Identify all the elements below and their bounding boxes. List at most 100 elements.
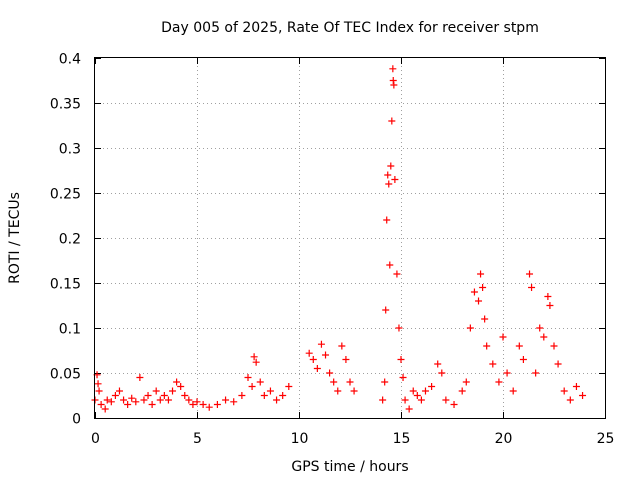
- data-point: [230, 398, 238, 406]
- data-point: [94, 380, 102, 388]
- data-point: [384, 171, 392, 179]
- data-point: [395, 324, 403, 332]
- data-point: [148, 401, 156, 408]
- data-point: [515, 342, 523, 350]
- data-point: [326, 369, 334, 377]
- data-point: [528, 284, 536, 291]
- y-tick-label: 0.15: [50, 277, 81, 293]
- data-point: [260, 392, 268, 399]
- data-point: [266, 387, 274, 395]
- data-point: [579, 392, 587, 399]
- data-point: [401, 396, 409, 404]
- data-point: [519, 356, 527, 363]
- data-point: [428, 383, 436, 390]
- data-point: [421, 387, 429, 395]
- data-point: [309, 356, 317, 363]
- data-point: [458, 387, 466, 395]
- data-point: [383, 216, 391, 224]
- y-tick-label: 0.2: [59, 232, 81, 248]
- data-point: [95, 387, 103, 395]
- data-point: [409, 387, 417, 395]
- data-point: [101, 405, 109, 413]
- data-point: [390, 81, 398, 89]
- data-point: [111, 392, 119, 399]
- y-tick-label: 0.35: [50, 97, 81, 113]
- data-point: [499, 333, 507, 341]
- x-tick-label: 20: [495, 431, 513, 447]
- data-point: [124, 401, 132, 408]
- data-point: [399, 374, 407, 381]
- data-point: [477, 270, 485, 278]
- data-point: [238, 392, 246, 399]
- data-point: [317, 340, 325, 348]
- data-point: [273, 396, 281, 404]
- y-tick-label: 0.25: [50, 187, 81, 203]
- data-point: [305, 349, 313, 357]
- data-point: [115, 387, 123, 395]
- x-tick-label: 10: [291, 431, 309, 447]
- data-point: [483, 342, 491, 350]
- data-point: [169, 387, 177, 395]
- data-point: [120, 396, 128, 404]
- data-point: [136, 374, 144, 381]
- data-point: [386, 261, 394, 269]
- y-tick-label: 0.3: [59, 142, 81, 158]
- data-point: [385, 180, 393, 188]
- data-point: [107, 398, 115, 406]
- data-point: [189, 401, 197, 408]
- data-point: [244, 374, 252, 381]
- data-point: [495, 378, 503, 386]
- grid: [95, 58, 605, 418]
- data-point: [346, 378, 354, 386]
- data-point: [185, 396, 193, 404]
- data-point: [393, 270, 401, 278]
- data-point: [466, 324, 474, 332]
- data-point: [462, 378, 470, 386]
- y-tick-label: 0: [72, 412, 81, 428]
- data-point: [285, 383, 293, 390]
- axis-ticks: [95, 58, 606, 419]
- data-point: [322, 351, 330, 359]
- data-point: [152, 387, 160, 395]
- data-point: [252, 358, 260, 366]
- data-point: [379, 396, 387, 404]
- data-point: [417, 396, 425, 404]
- data-point: [532, 369, 540, 377]
- data-point: [382, 306, 390, 314]
- data-point: [438, 369, 446, 377]
- y-tick-label: 0.1: [59, 322, 81, 338]
- x-tick-label: 0: [91, 431, 100, 447]
- data-point: [526, 270, 534, 278]
- data-point: [160, 392, 168, 399]
- data-point: [475, 297, 483, 305]
- data-point: [388, 117, 396, 125]
- data-point: [550, 342, 558, 350]
- data-point: [566, 396, 574, 404]
- data-point: [434, 360, 442, 368]
- data-point: [450, 401, 458, 408]
- data-point: [544, 293, 552, 300]
- x-tick-labels: 0 5 10 15 20 25: [91, 431, 614, 447]
- data-point: [213, 401, 221, 408]
- data-point: [334, 387, 342, 395]
- y-axis-label: ROTI / TECUs: [7, 192, 23, 284]
- data-point: [413, 392, 421, 399]
- data-point: [164, 396, 172, 404]
- data-point: [222, 396, 230, 404]
- x-tick-label: 15: [393, 431, 411, 447]
- data-point: [546, 302, 554, 309]
- data-point: [250, 353, 258, 361]
- data-point: [256, 378, 264, 386]
- data-point: [489, 360, 497, 368]
- data-point: [205, 403, 213, 411]
- data-point: [199, 401, 207, 408]
- x-tick-label: 25: [597, 431, 615, 447]
- data-point: [536, 324, 544, 332]
- y-tick-labels: 0 0.05 0.1 0.15 0.2 0.25 0.3 0.35 0.4: [50, 52, 81, 428]
- data-point: [481, 315, 489, 323]
- data-point: [389, 65, 397, 73]
- data-point: [503, 369, 511, 377]
- data-point: [381, 378, 389, 386]
- data-point: [560, 387, 568, 395]
